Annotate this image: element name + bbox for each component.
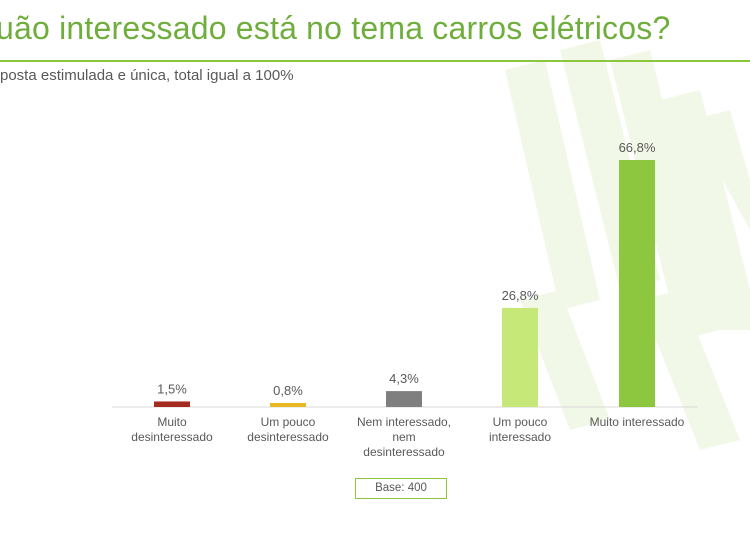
data-label-3: 4,3% [389,371,419,386]
category-label-2-line-2: desinteressado [247,430,329,444]
category-label-5-line-1: Muito interessado [590,415,685,429]
data-label-4: 26,8% [502,288,539,303]
bar-1 [154,401,190,407]
base-count-badge: Base: 400 [355,478,447,499]
category-label-1-line-2: desinteressado [131,430,213,444]
category-label-3-line-3: desinteressado [363,445,445,459]
bar-4 [502,307,538,407]
bar-3 [386,391,422,407]
page-subtitle: posta estimulada e única, total igual a … [0,67,294,84]
category-label-2-line-1: Um pouco [261,415,316,429]
bar-2 [270,403,306,407]
category-label-1-line-1: Muito [157,415,187,429]
category-label-3-line-1: Nem interessado, [357,415,451,429]
data-label-5: 66,8% [619,140,656,155]
title-divider [0,60,750,62]
data-label-2: 0,8% [273,383,303,398]
category-label-4-line-1: Um pouco [493,415,548,429]
bar-5 [619,160,655,407]
data-label-1: 1,5% [157,381,187,396]
category-label-3-line-2: nem [392,430,415,444]
category-label-4-line-2: interessado [489,430,551,444]
page-title: uão interessado está no tema carros elét… [0,10,671,46]
